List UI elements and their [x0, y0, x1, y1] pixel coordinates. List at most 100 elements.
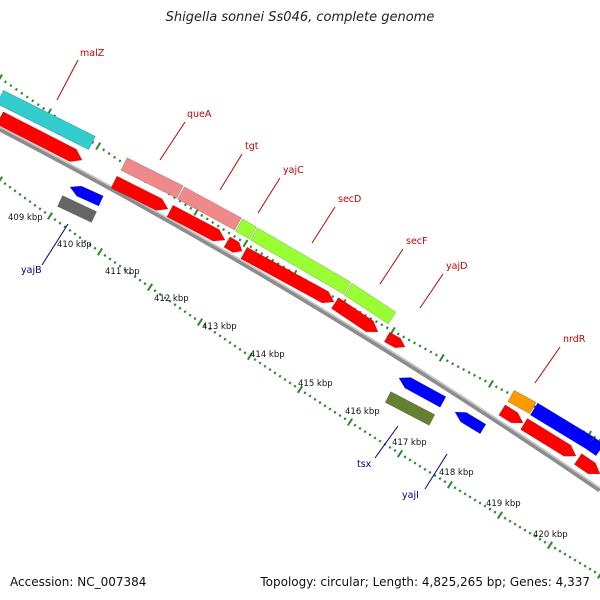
- backbone-highlight: [0, 126, 600, 489]
- gene-queA: [120, 157, 184, 199]
- inner-tick: [43, 210, 47, 214]
- outer-tick: [205, 217, 209, 221]
- inner-tick: [33, 203, 37, 207]
- inner-tick: [128, 271, 132, 275]
- inner-tick: [146, 283, 154, 292]
- outer-tick: [107, 152, 111, 156]
- gene-label-secF: secF: [406, 236, 427, 247]
- inner-tick: [343, 417, 347, 421]
- kbp-label: 412 kbp: [154, 294, 189, 304]
- outer-tick: [413, 341, 417, 345]
- outer-tick: [95, 142, 102, 151]
- inner-tick: [408, 458, 412, 462]
- outer-tick: [473, 373, 477, 377]
- gene-ribD: [529, 402, 595, 450]
- outer-tick: [423, 347, 427, 351]
- inner-tick: [468, 495, 472, 499]
- kbp-label: 411 kbp: [105, 267, 140, 277]
- cds-yajC: [223, 236, 243, 253]
- outer-tick: [238, 238, 242, 242]
- inner-tick: [396, 449, 404, 458]
- inner-tick: [393, 449, 397, 453]
- inner-tick: [243, 351, 247, 355]
- gene-label-tgt: tgt: [245, 141, 259, 152]
- inner-tick: [508, 519, 512, 523]
- outer-tick: [265, 255, 269, 259]
- inner-tick: [523, 528, 527, 532]
- inner-tick: [138, 278, 142, 282]
- inner-tick: [258, 361, 262, 365]
- inner-tick: [96, 247, 104, 256]
- inner-tick: [588, 567, 592, 571]
- inner-tick: [233, 344, 237, 348]
- inner-tick: [113, 260, 117, 265]
- outer-tick: [25, 95, 29, 99]
- gene-leader-line: [379, 248, 404, 285]
- gene-label-yajI: yajI: [402, 490, 419, 501]
- outer-tick: [216, 224, 220, 228]
- inner-tick: [3, 182, 7, 186]
- inner-tick: [418, 464, 422, 468]
- outer-tick: [242, 239, 249, 248]
- inner-tick: [293, 384, 297, 388]
- outer-tick: [462, 367, 466, 372]
- inner-tick: [428, 470, 432, 474]
- inner-tick: [493, 510, 497, 514]
- gene-yajB: [57, 195, 97, 223]
- cds-queA: [110, 175, 169, 211]
- inner-tick: [103, 253, 107, 257]
- inner-tick: [178, 306, 182, 310]
- inner-tick: [133, 275, 137, 279]
- inner-tick: [488, 507, 492, 511]
- inner-tick: [278, 374, 282, 378]
- inner-tick: [188, 313, 192, 317]
- outer-tick: [483, 379, 487, 383]
- inner-tick: [553, 546, 557, 550]
- outer-tick: [249, 245, 253, 249]
- outer-tick: [331, 294, 335, 299]
- outer-tick: [396, 332, 400, 336]
- outer-tick: [9, 84, 13, 88]
- inner-tick: [538, 537, 542, 541]
- tick-marks: [0, 74, 600, 579]
- cds-yajB: [69, 185, 104, 207]
- inner-tick: [573, 558, 577, 562]
- inner-tick: [513, 522, 517, 526]
- inner-tick: [596, 571, 600, 579]
- inner-tick: [378, 439, 382, 443]
- gene-label-yajC: yajC: [283, 165, 304, 176]
- inner-tick: [483, 504, 487, 508]
- outer-tick: [254, 248, 258, 252]
- inner-tick: [223, 337, 227, 341]
- inner-tick: [78, 235, 82, 240]
- inner-tick: [568, 555, 572, 559]
- inner-tick: [288, 381, 292, 385]
- inner-tick: [153, 289, 157, 293]
- outer-tick: [500, 388, 504, 392]
- outer-tick: [533, 405, 537, 409]
- outer-tick: [227, 231, 231, 235]
- inner-tick: [83, 239, 87, 243]
- inner-tick: [0, 176, 4, 184]
- gene-yajC: [235, 218, 257, 240]
- gene-partial: [585, 436, 600, 457]
- cds-tsx: [398, 377, 447, 408]
- inner-tick: [478, 501, 482, 505]
- inner-tick: [473, 498, 477, 502]
- kbp-label: 419 kbp: [486, 499, 521, 509]
- inner-tick: [563, 552, 567, 556]
- inner-tick: [63, 225, 67, 229]
- cds-yajD: [383, 331, 406, 349]
- outer-tick: [434, 353, 438, 357]
- inner-tick: [88, 243, 92, 247]
- outer-tick: [189, 206, 193, 210]
- outer-tick: [494, 385, 498, 389]
- gene-leader-line: [219, 153, 243, 191]
- outer-tick: [14, 87, 18, 91]
- outer-tick: [389, 326, 396, 335]
- gene-label-queA: queA: [187, 109, 212, 120]
- gene-label-nrdR: nrdR: [563, 334, 586, 345]
- inner-tick: [533, 534, 537, 538]
- gene-leader-line: [374, 425, 399, 459]
- outer-tick: [183, 203, 187, 207]
